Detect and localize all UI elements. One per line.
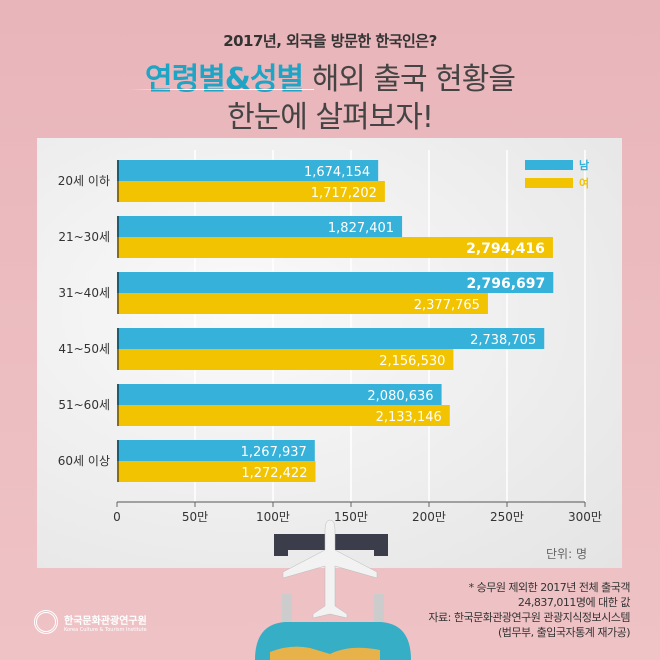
x-tick-label: 300만 <box>568 510 602 524</box>
bar-edge <box>117 293 119 314</box>
bar-male <box>117 384 442 405</box>
bar-male <box>117 160 379 181</box>
data-label: 2,156,530 <box>379 354 445 369</box>
world-map-icon <box>270 646 380 660</box>
data-label: 2,377,765 <box>414 298 480 313</box>
bar-edge <box>117 216 119 237</box>
bar-edge <box>117 272 119 293</box>
bar-female <box>117 181 385 202</box>
airplane-icon <box>282 519 378 619</box>
bar-edge <box>117 461 119 482</box>
title-underline <box>128 89 314 90</box>
data-label: 1,267,937 <box>241 445 307 460</box>
bar-female <box>117 461 316 482</box>
category-label: 21~30세 <box>58 230 110 244</box>
bar-male <box>117 216 403 237</box>
category-label: 41~50세 <box>58 342 110 356</box>
bar-female <box>117 293 488 314</box>
x-tick-label: 100만 <box>256 510 290 524</box>
data-label: 1,674,154 <box>304 165 370 180</box>
category-label: 31~40세 <box>58 286 110 300</box>
data-label: 2,794,416 <box>466 241 545 257</box>
bar-female <box>117 405 450 426</box>
legend-swatch <box>525 178 573 188</box>
bar-edge <box>117 440 119 461</box>
bar-male <box>117 272 554 293</box>
note-line: 24,837,011명에 대한 값 <box>517 596 631 609</box>
x-tick-label: 200만 <box>412 510 446 524</box>
data-label: 2,796,697 <box>466 276 545 292</box>
logo-english: Korea Culture & Tourism Institute <box>64 626 147 633</box>
note-line: * 승무원 제외한 2017년 전체 출국객 <box>468 581 631 594</box>
note-line: (법무부, 출입국자통계 재가공) <box>497 626 631 639</box>
data-label: 1,827,401 <box>328 221 394 236</box>
note-line: 자료: 한국문화관광연구원 관광지식정보시스템 <box>428 611 630 624</box>
category-label: 51~60세 <box>58 398 110 412</box>
logo: 한국문화관광연구원 Korea Culture & Tourism Institu… <box>34 610 147 634</box>
unit-label: 단위: 명 <box>546 547 587 561</box>
category-label: 20세 이하 <box>58 174 110 188</box>
x-tick-label: 0 <box>113 510 121 524</box>
data-label: 1,272,422 <box>241 466 307 481</box>
bar-male <box>117 440 315 461</box>
data-label: 2,133,146 <box>376 410 442 425</box>
title-rest: 해외 출국 현황을 <box>303 62 516 97</box>
source-notes: * 승무원 제외한 2017년 전체 출국객 24,837,011명에 대한 값… <box>428 580 630 640</box>
legend-label: 여 <box>579 176 589 190</box>
data-label: 1,717,202 <box>311 186 377 201</box>
bar-edge <box>117 181 119 202</box>
bar-male <box>117 328 545 349</box>
title: 연령별&성별 해외 출국 현황을 <box>0 54 660 98</box>
bar-female <box>117 349 454 370</box>
logo-name: 한국문화관광연구원 <box>64 615 147 627</box>
bar-edge <box>117 237 119 258</box>
bar-edge <box>117 328 119 349</box>
bar-edge <box>117 405 119 426</box>
bar-edge <box>117 349 119 370</box>
bar-edge <box>117 160 119 181</box>
x-tick-label: 250만 <box>490 510 524 524</box>
bar-female <box>117 237 553 258</box>
legend-label: 남 <box>579 159 589 172</box>
subtitle: 2017년, 외국을 방문한 한국인은? <box>223 32 437 50</box>
logo-ring-icon <box>34 610 58 634</box>
legend-swatch <box>525 160 573 170</box>
category-label: 60세 이상 <box>58 454 110 468</box>
data-label: 2,080,636 <box>367 389 433 404</box>
x-tick-label: 50만 <box>182 510 208 524</box>
title-line2: 한눈에 살펴보자! <box>227 100 434 135</box>
x-tick-label: 150만 <box>334 510 368 524</box>
title-highlight: 연령별&성별 <box>145 62 304 97</box>
data-label: 2,738,705 <box>470 333 536 348</box>
bar-edge <box>117 384 119 405</box>
